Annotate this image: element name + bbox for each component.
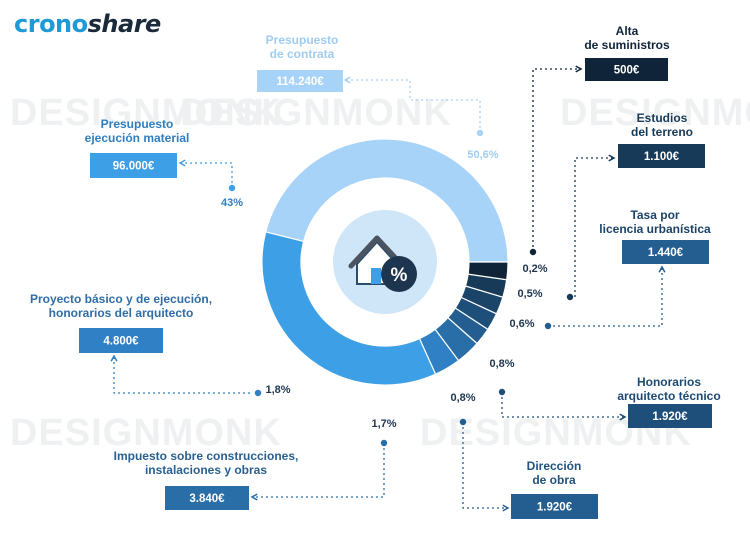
door-icon [371,268,381,284]
connector-impuesto-sobre-construcciones-instalaciones-y-obras [252,443,385,498]
slice-honorarios-arquitecto-tecnico [454,296,498,331]
cronoshare-logo: cronoshare [14,10,161,38]
arrowhead-presupuesto-ejecucion-material [178,159,186,167]
watermark-text: DESIGNMONK [560,92,750,134]
connector-dot-direccion-de-obra [459,418,467,426]
value-label-honorarios-arquitecto-tecnico: 1.920€ [652,411,688,423]
category-label-presupuesto-ejecucion-material: ejecución material [85,131,190,145]
category-label-tasa-por-licencia-urbanistica: Tasa por [630,208,679,222]
connector-dot-alta-de-suministros [529,248,537,256]
slice-alta-de-suministros [467,261,509,281]
arrowhead-tasa-por-licencia-urbanistica [658,265,666,273]
category-label-presupuesto-de-contrata: Presupuesto [266,33,339,47]
percent-label-direccion-de-obra: 0,8% [450,392,475,404]
value-label-impuesto-sobre-construcciones-instalaciones-y-obras: 3.840€ [189,493,225,505]
connector-dot-impuesto-sobre-construcciones-instalaciones-y-obras [380,439,388,447]
center-emblem: % [333,210,437,314]
category-label-proyecto-basico-y-de-ejecucion-honorarios-del-arquitecto: Proyecto básico y de ejecución, [30,292,212,306]
connector-presupuesto-de-contrata [345,79,481,133]
value-label-proyecto-basico-y-de-ejecucion-honorarios-del-arquitecto: 4.800€ [103,336,139,348]
category-label-honorarios-arquitecto-tecnico: Honorarios [637,375,701,389]
connector-honorarios-arquitecto-tecnico [501,392,625,418]
connector-dot-tasa-por-licencia-urbanistica [544,322,552,330]
arrowhead-proyecto-basico-y-de-ejecucion-honorarios-del-arquitecto [110,354,118,362]
arrowhead-presupuesto-de-contrata [343,76,351,84]
connector-presupuesto-ejecucion-material [180,162,233,188]
value-box-impuesto-sobre-construcciones-instalaciones-y-obras [165,486,249,510]
category-label-alta-de-suministros: Alta [616,24,639,38]
value-box-presupuesto-ejecucion-material [90,153,177,178]
value-label-direccion-de-obra: 1.920€ [537,502,573,514]
category-label-direccion-de-obra: de obra [532,473,576,487]
value-box-proyecto-basico-y-de-ejecucion-honorarios-del-arquitecto [79,328,163,353]
category-label-honorarios-arquitecto-tecnico: arquitecto técnico [617,389,720,403]
slice-direccion-de-obra [447,307,489,345]
value-box-presupuesto-de-contrata [257,70,343,92]
percent-label-proyecto-basico-y-de-ejecucion-honorarios-del-arquitecto: 1,8% [265,384,290,396]
slice-impuesto-sobre-construcciones-instalaciones-y-obras [434,316,478,362]
percent-label-estudios-del-terreno: 0,5% [517,288,542,300]
value-box-direccion-de-obra [511,494,598,519]
connector-dot-presupuesto-ejecucion-material [228,184,236,192]
connector-dot-presupuesto-de-contrata [476,129,484,137]
category-label-estudios-del-terreno: del terreno [631,125,693,139]
value-label-tasa-por-licencia-urbanistica: 1.440€ [648,247,684,259]
percent-badge-icon [381,256,417,292]
category-label-impuesto-sobre-construcciones-instalaciones-y-obras: instalaciones y obras [145,463,267,477]
percent-label-presupuesto-de-contrata: 50,6% [467,149,498,161]
value-box-alta-de-suministros [585,58,668,81]
connector-dot-honorarios-arquitecto-tecnico [498,388,506,396]
connector-alta-de-suministros [532,68,581,252]
connector-dot-estudios-del-terreno [566,293,574,301]
value-label-presupuesto-de-contrata: 114.240€ [276,76,324,88]
connector-tasa-por-licencia-urbanistica [548,267,663,327]
value-box-tasa-por-licencia-urbanistica [622,240,709,264]
category-label-presupuesto-de-contrata: de contrata [270,47,335,61]
percent-label-impuesto-sobre-construcciones-instalaciones-y-obras: 1,7% [371,418,396,430]
connector-direccion-de-obra [462,422,508,509]
value-box-estudios-del-terreno [618,144,705,168]
slice-tasa-por-licencia-urbanistica [460,285,504,315]
percent-label-honorarios-arquitecto-tecnico: 0,8% [489,358,514,370]
slice-presupuesto-de-contrata [265,138,509,263]
value-label-alta-de-suministros: 500€ [614,65,640,77]
category-label-impuesto-sobre-construcciones-instalaciones-y-obras: Impuesto sobre construcciones, [114,449,299,463]
value-box-honorarios-arquitecto-tecnico [628,404,712,428]
category-label-presupuesto-ejecucion-material: Presupuesto [101,117,174,131]
arrowhead-direccion-de-obra [502,504,510,512]
category-label-direccion-de-obra: Dirección [527,459,582,473]
value-label-presupuesto-ejecucion-material: 96.000€ [113,161,155,173]
slice-presupuesto-ejecucion-material [261,231,437,386]
category-label-tasa-por-licencia-urbanistica: licencia urbanística [599,222,711,236]
watermark-text: DESIGNMONK [10,412,282,454]
arrowhead-honorarios-arquitecto-tecnico [619,413,627,421]
category-label-proyecto-basico-y-de-ejecucion-honorarios-del-arquitecto: honorarios del arquitecto [49,306,194,320]
percent-label-tasa-por-licencia-urbanistica: 0,6% [509,318,534,330]
connector-dot-proyecto-basico-y-de-ejecucion-honorarios-del-arquitecto [254,389,262,397]
value-label-estudios-del-terreno: 1.100€ [644,151,680,163]
watermark-text: DESIGNMONK [180,92,452,134]
percent-label-presupuesto-ejecucion-material: 43% [221,197,243,209]
arrowhead-impuesto-sobre-construcciones-instalaciones-y-obras [250,493,258,501]
category-label-estudios-del-terreno: Estudios [637,111,688,125]
category-label-alta-de-suministros: de suministros [584,38,670,52]
watermark-text: DESIGNMONK [10,92,282,134]
arrowhead-estudios-del-terreno [608,154,616,162]
slice-proyecto-basico-y-de-ejecucion-honorarios-del-arquitecto [418,328,460,375]
connector-proyecto-basico-y-de-ejecucion-honorarios-del-arquitecto [113,356,250,394]
arrowhead-alta-de-suministros [575,65,583,73]
slice-estudios-del-terreno [464,273,508,298]
percent-symbol-icon: % [391,265,408,286]
percent-label-alta-de-suministros: 0,2% [522,263,547,275]
